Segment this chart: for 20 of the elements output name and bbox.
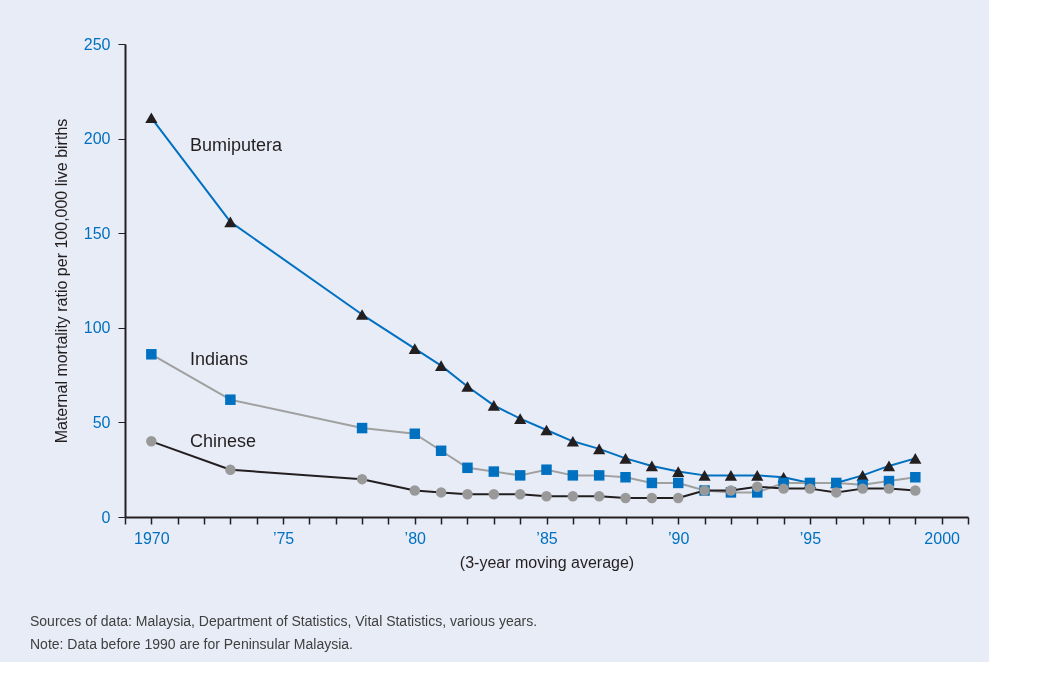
x-tick-label: 2000 xyxy=(924,529,961,547)
x-tick-label: ’80 xyxy=(404,529,427,547)
x-tick-label: ’85 xyxy=(536,529,558,547)
x-tick-label: 1970 xyxy=(134,529,170,547)
x-tick-label: ’90 xyxy=(668,529,690,547)
x-tick-label: ’75 xyxy=(272,529,295,547)
y-tick-label: 0 xyxy=(101,508,111,526)
x-axis-title: (3-year moving average) xyxy=(459,553,635,571)
y-tick-label: 100 xyxy=(83,319,111,337)
y-axis-title: Maternal mortality ratio per 100,000 live births xyxy=(52,118,70,444)
series-label: Indians xyxy=(190,349,249,369)
y-tick-label: 150 xyxy=(83,224,111,242)
series-label: Chinese xyxy=(190,431,257,451)
x-tick-label: ’95 xyxy=(799,529,822,547)
text: Note: Data before 1990 are for Peninsular Malaysia. xyxy=(30,636,353,652)
y-tick-label: 50 xyxy=(92,413,111,431)
y-tick-label: 250 xyxy=(83,35,111,53)
y-tick-label: 200 xyxy=(83,130,111,148)
series-label: Bumiputera xyxy=(190,135,284,155)
source-note: Sources of data: Malaysia, Department of Statistics, Vital Statistics, various years. xyxy=(30,613,538,629)
